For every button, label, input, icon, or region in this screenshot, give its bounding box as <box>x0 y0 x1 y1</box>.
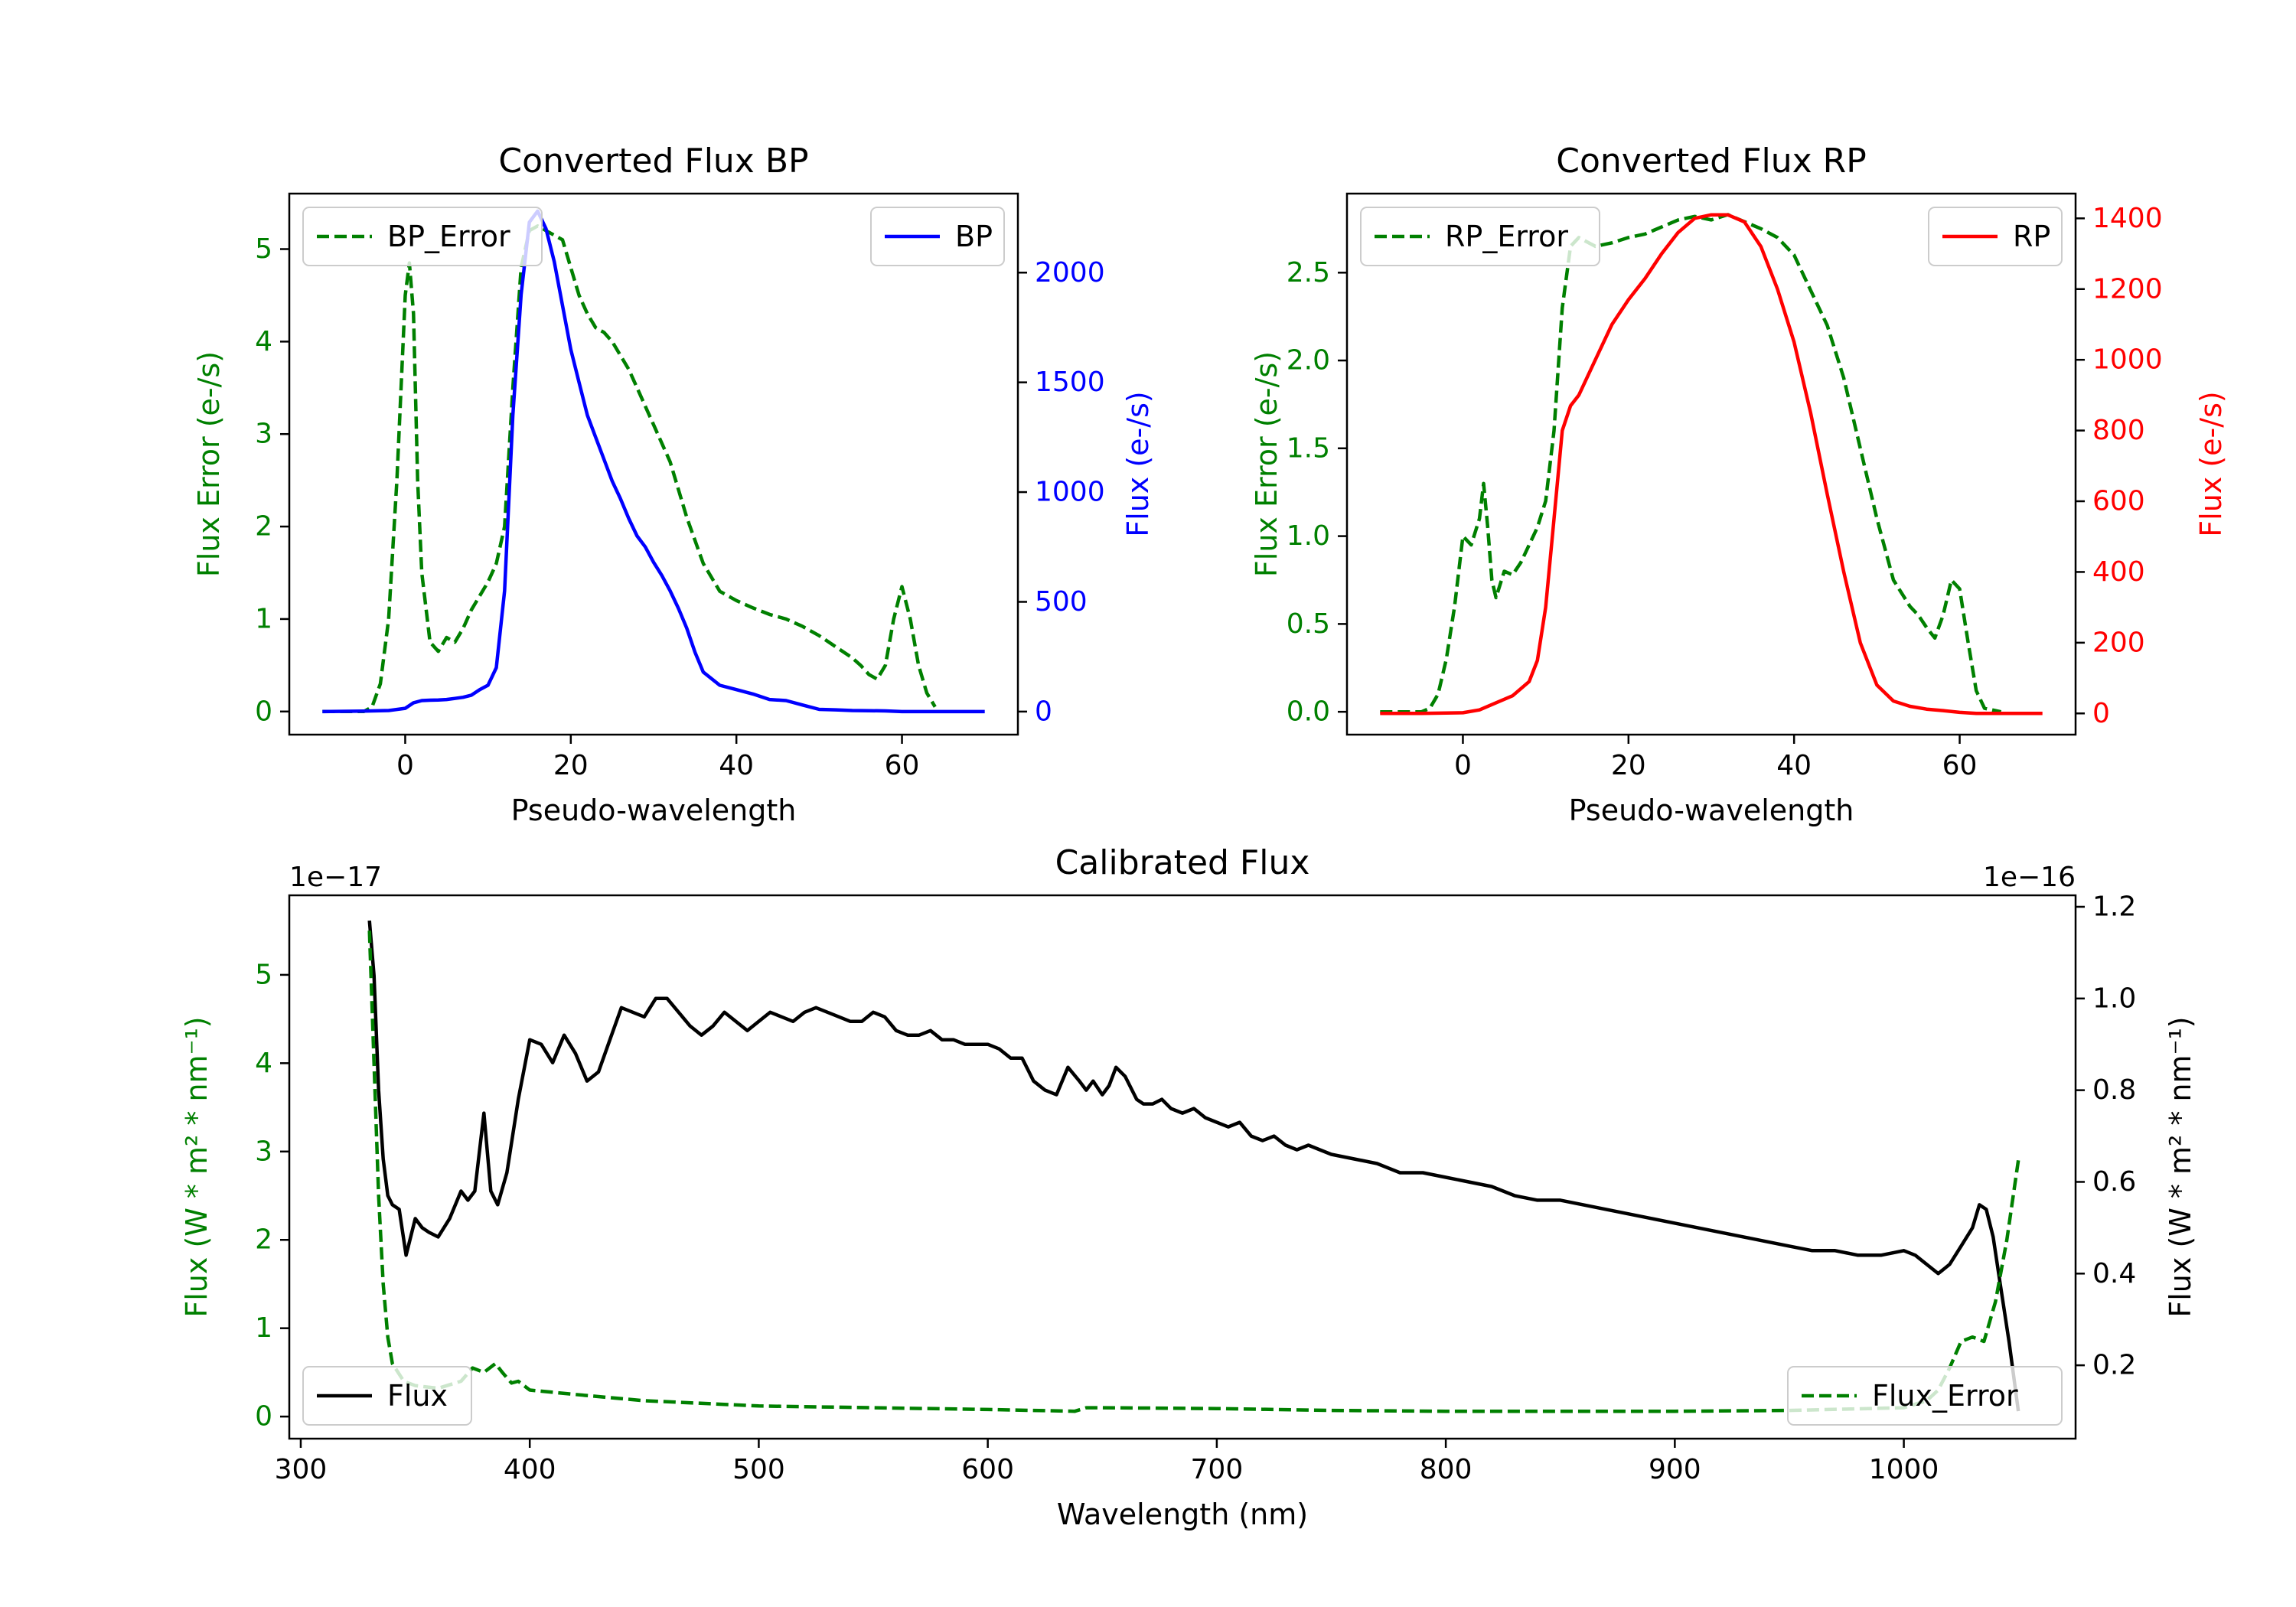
x-tick-label: 20 <box>1611 750 1646 781</box>
x-tick-label: 20 <box>553 750 589 781</box>
y-left-tick-label: 2.0 <box>1287 345 1330 376</box>
y-left-tick-label: 3 <box>255 419 272 450</box>
legend-box <box>302 207 543 266</box>
legend-bp-error: BP_Error <box>302 207 543 266</box>
legend-label: Flux_Error <box>1872 1379 2018 1413</box>
y-right-tick-label: 500 <box>1035 586 1088 618</box>
x-tick-label: 40 <box>719 750 754 781</box>
y-left-tick-label: 1.5 <box>1287 432 1330 464</box>
y-right-axis-label: Flux (W * m² * nm⁻¹) <box>2164 1016 2197 1317</box>
y-left-tick-label: 0 <box>255 1401 272 1433</box>
x-tick-label: 300 <box>275 1454 328 1485</box>
x-tick-label: 400 <box>504 1454 556 1485</box>
legend-label: BP_Error <box>387 220 510 253</box>
x-tick-label: 0 <box>396 750 414 781</box>
x-tick-label: 40 <box>1776 750 1812 781</box>
x-tick-label: 700 <box>1191 1454 1244 1485</box>
legend-box <box>1360 207 1600 266</box>
panel-calibrated-flux: 300 400 500 600 700 800 900 1000 0 1 2 3 4 5 0.2 0.4 0.6… <box>180 843 2197 1531</box>
y-right-tick-label: 1400 <box>2092 203 2163 234</box>
y-right-tick-label: 600 <box>2092 486 2145 517</box>
legend-flux: Flux <box>302 1366 472 1426</box>
y-right-tick-label: 0.6 <box>2092 1166 2136 1198</box>
y-left-tick-label: 0 <box>255 696 272 727</box>
y-left-axis-label: Flux Error (e-/s) <box>192 351 226 577</box>
y-left-tick-label: 5 <box>255 233 272 265</box>
y-left-tick-label: 4 <box>255 1048 272 1079</box>
chart-title: Calibrated Flux <box>1055 843 1310 882</box>
y-left-tick-label: 2 <box>255 1224 272 1256</box>
series-line-rp <box>1380 213 2043 715</box>
y-left-axis-label: Flux Error (e-/s) <box>1250 351 1283 577</box>
y-right-tick-label: 200 <box>2092 627 2145 658</box>
y-left-tick-label: 3 <box>255 1136 272 1167</box>
y-left-tick-label: 5 <box>255 959 272 990</box>
y-right-tick-label: 1.0 <box>2092 983 2136 1014</box>
legend-label: BP <box>955 220 993 253</box>
x-tick-label: 0 <box>1454 750 1472 781</box>
series-group <box>367 920 2020 1413</box>
y-left-tick-label: 0.5 <box>1287 608 1330 640</box>
series-line-bp-error <box>322 224 937 714</box>
y-left-tick-label: 2.5 <box>1287 257 1330 288</box>
legend-rp: RP <box>1928 207 2063 266</box>
y-left-tick-label: 1 <box>255 1312 272 1344</box>
y-left-axis-label: Flux (W * m² * nm⁻¹) <box>180 1016 214 1317</box>
y-right-tick-label: 2000 <box>1035 257 1105 288</box>
chart-title: Converted Flux BP <box>498 142 808 181</box>
x-tick-label: 60 <box>1942 750 1978 781</box>
y-right-tick-label: 1000 <box>2092 344 2163 376</box>
x-axis-label: Pseudo-wavelength <box>511 794 797 827</box>
series-line-flux <box>367 920 2020 1412</box>
legend-label: RP_Error <box>1445 220 1568 253</box>
series-group <box>1380 213 2043 715</box>
y-left-tick-label: 2 <box>255 511 272 543</box>
y-left-tick-label: 1 <box>255 603 272 634</box>
y-right-tick-label: 0 <box>2092 698 2110 729</box>
y-left-tick-label: 4 <box>255 326 272 357</box>
x-axis-label: Pseudo-wavelength <box>1569 794 1854 827</box>
legend-bp: BP <box>870 207 1005 266</box>
series-group <box>322 209 985 714</box>
x-tick-label: 500 <box>732 1454 785 1485</box>
y-right-axis-label: Flux (e-/s) <box>2194 391 2228 536</box>
legend-box <box>302 1366 472 1426</box>
panel-converted-flux-rp: 0 20 40 60 0.0 0.5 1.0 1.5 2.0 2.5 0 200 400 600 800 10… <box>1250 142 2228 827</box>
legend-box <box>1787 1366 2063 1426</box>
axes-frame <box>288 894 2077 1440</box>
y-right-tick-label: 1000 <box>1035 477 1105 508</box>
y-right-tick-label: 1.2 <box>2092 891 2136 922</box>
series-line-flux-error <box>367 931 2020 1413</box>
axes-frame <box>1345 192 2077 736</box>
x-tick-label: 1000 <box>1869 1454 1939 1485</box>
y-right-tick-label: 800 <box>2092 415 2145 446</box>
y-right-tick-label: 400 <box>2092 556 2145 588</box>
x-tick-label: 600 <box>961 1454 1014 1485</box>
y-right-tick-label: 0.2 <box>2092 1350 2136 1381</box>
series-line-rp-error <box>1380 213 2002 714</box>
x-tick-label: 60 <box>885 750 920 781</box>
y-right-tick-label: 0.4 <box>2092 1258 2136 1289</box>
y-right-tick-label: 1200 <box>2092 273 2163 305</box>
x-tick-label: 900 <box>1649 1454 1701 1485</box>
y-left-tick-label: 0.0 <box>1287 696 1330 728</box>
y-right-tick-label: 0.8 <box>2092 1074 2136 1106</box>
y-left-tick-label: 1.0 <box>1287 520 1330 552</box>
panel-converted-flux-bp: 0 20 40 60 0 1 2 3 4 5 0 500 1000 1500 2000 Converted F… <box>192 142 1155 827</box>
y-right-tick-label: 0 <box>1035 696 1052 727</box>
offset-right-label: 1e−16 <box>1983 862 2076 893</box>
legend-label: RP <box>2013 220 2050 253</box>
y-right-axis-label: Flux (e-/s) <box>1121 391 1155 536</box>
y-right-tick-label: 1500 <box>1035 367 1105 398</box>
offset-left-label: 1e−17 <box>289 862 382 893</box>
x-axis-label: Wavelength (nm) <box>1057 1498 1308 1531</box>
axes-frame <box>288 192 1019 736</box>
chart-title: Converted Flux RP <box>1556 142 1867 181</box>
series-line-bp <box>322 209 985 714</box>
x-tick-label: 800 <box>1420 1454 1473 1485</box>
legend-label: Flux <box>387 1379 448 1413</box>
legend-flux-error: Flux_Error <box>1787 1366 2063 1426</box>
legend-rp-error: RP_Error <box>1360 207 1600 266</box>
